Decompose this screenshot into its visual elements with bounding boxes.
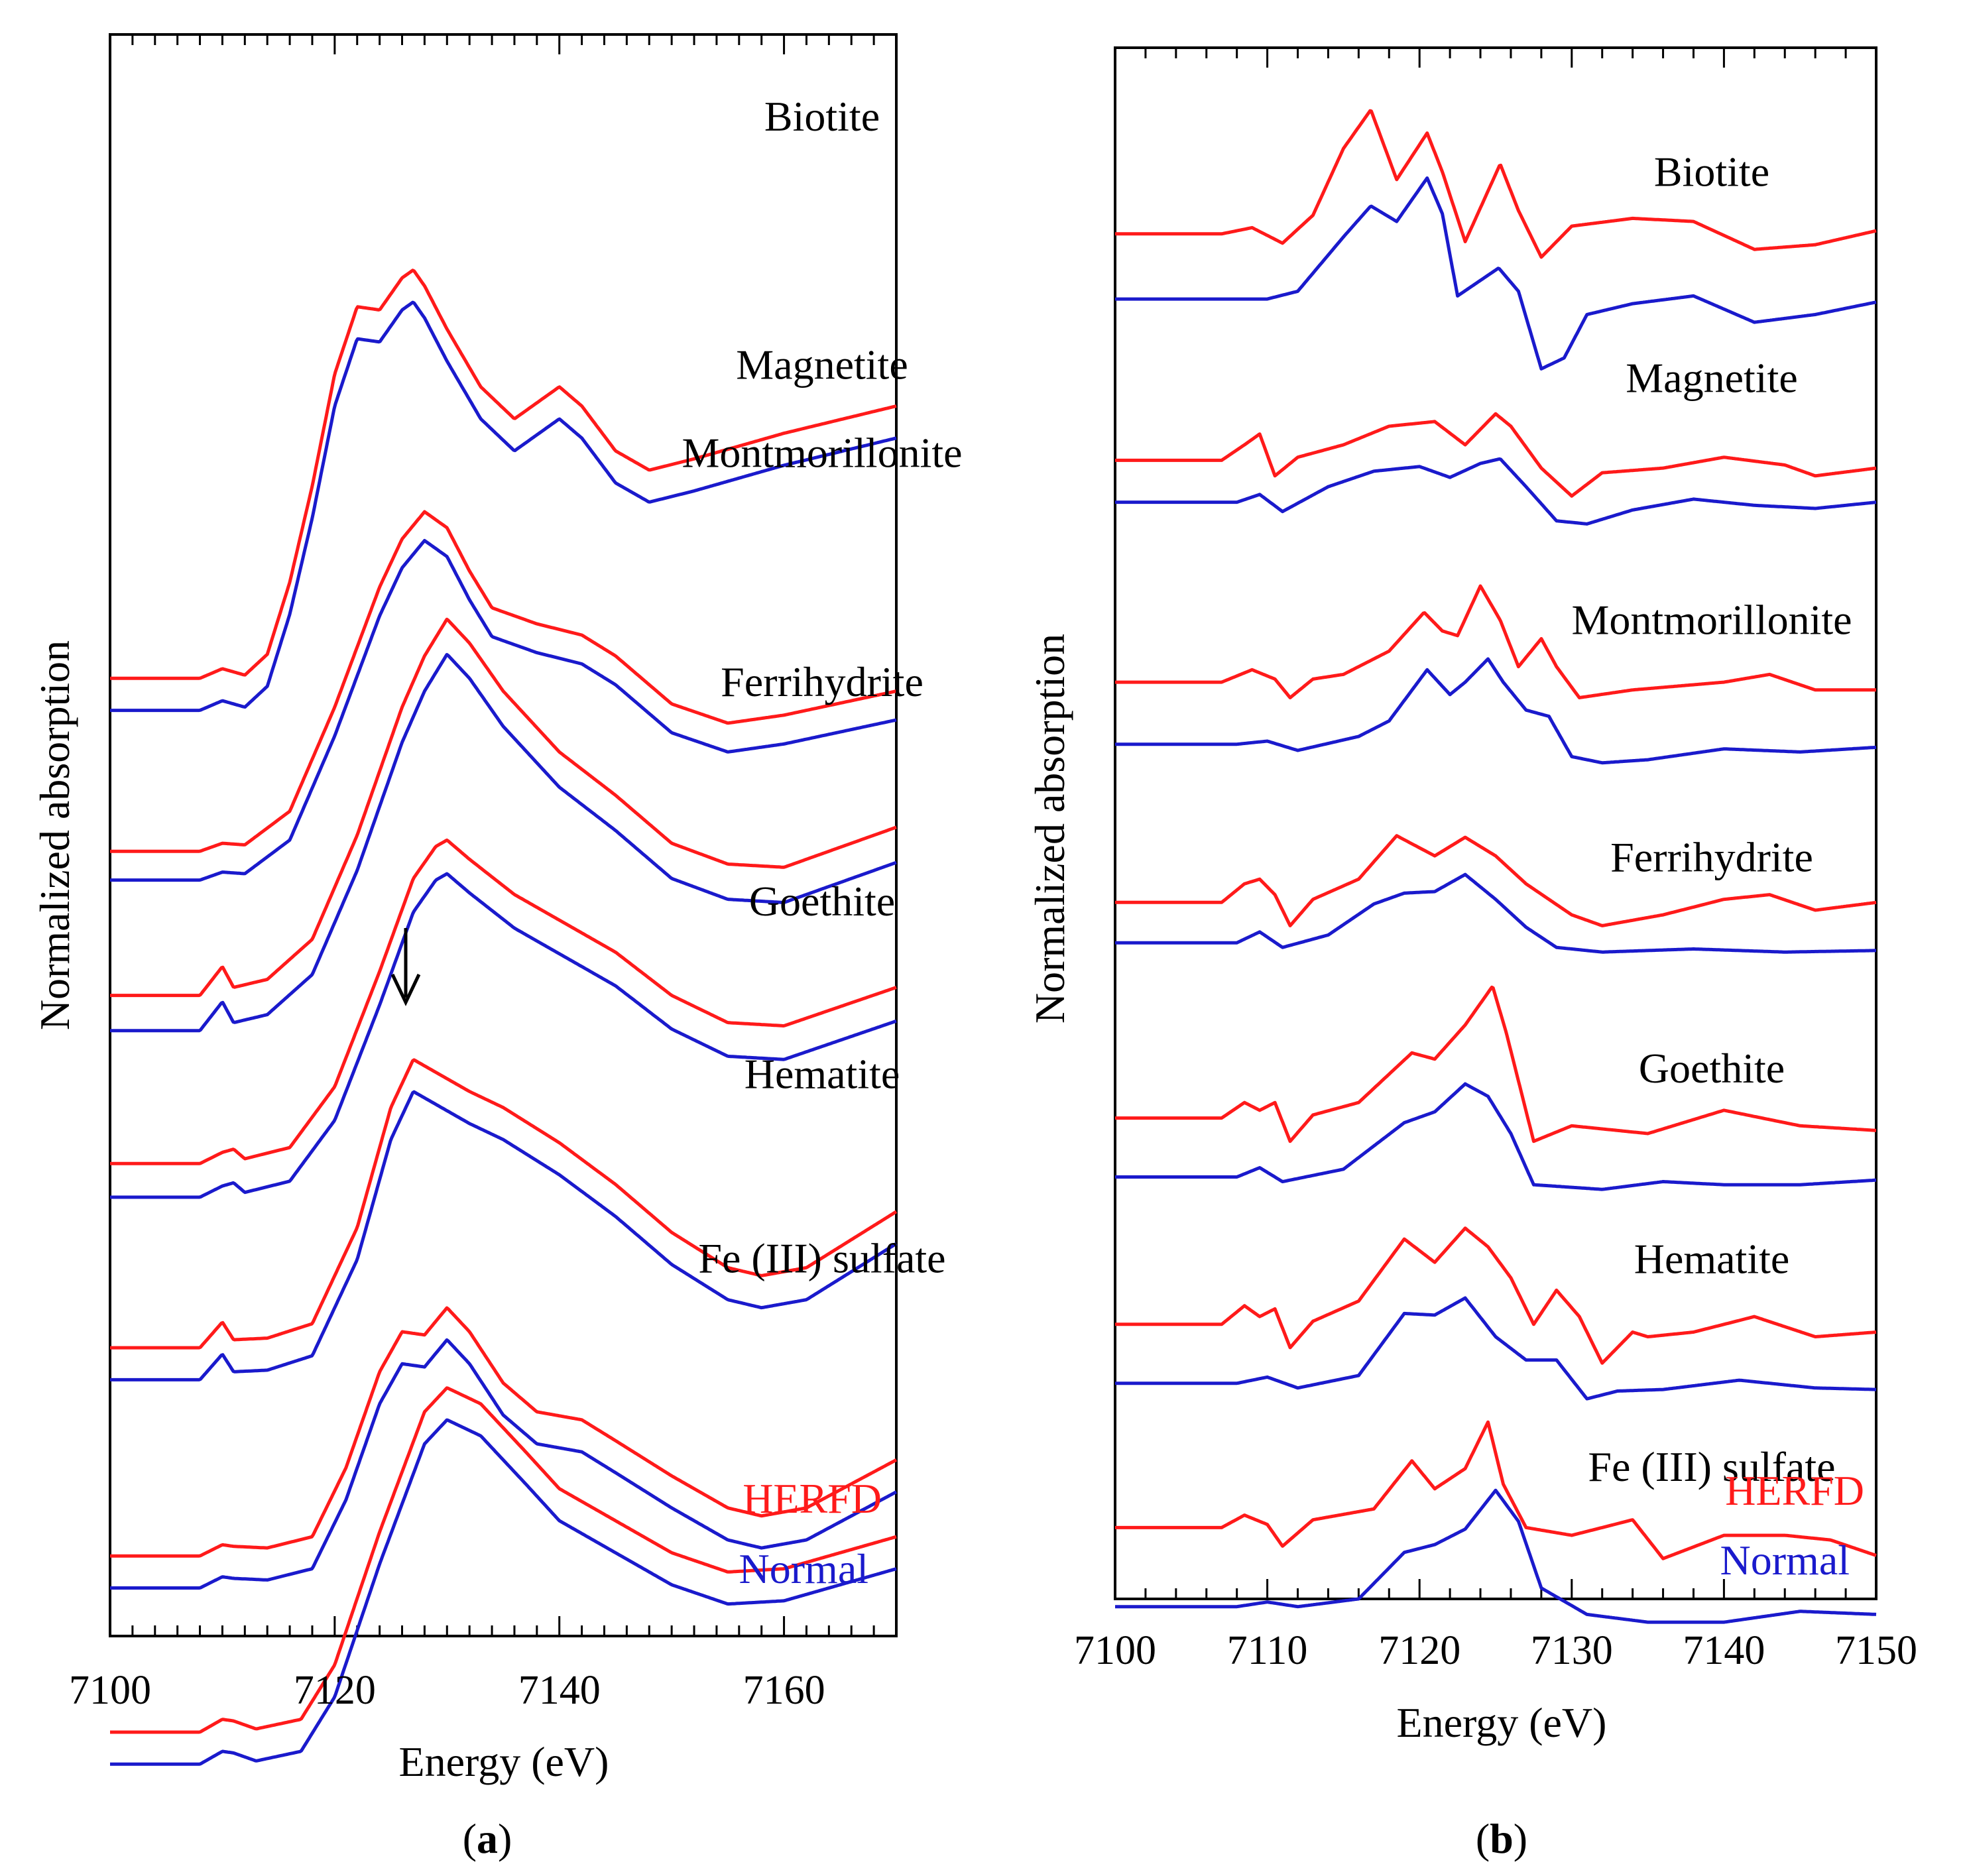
sample-label-montmorillonite: Montmorillonite xyxy=(1571,597,1852,644)
series-fe-iii-sulfate-herfd xyxy=(1114,1420,1877,1560)
panel-a-legend-herfd: HERFD xyxy=(743,1475,882,1522)
panel-b-legend-herfd: HERFD xyxy=(1725,1467,1864,1514)
series-fe-iii-sulfate-normal xyxy=(1114,1488,1877,1624)
panel-a: 7100 7120 7140 7160 Biotite Magnetite Montmor… xyxy=(31,33,963,1862)
series-ferrihydrite-herfd xyxy=(109,838,897,1165)
series-goethite-herfd xyxy=(109,1058,898,1350)
sample-label-magnetite: Magnetite xyxy=(736,341,908,388)
series-biotite-normal xyxy=(1114,176,1877,371)
series-magnetite-herfd xyxy=(1114,412,1877,498)
sample-label-biotite: Biotite xyxy=(1654,148,1769,195)
sample-label-fe-iii-sulfate: Fe (III) sulfate xyxy=(1588,1443,1835,1490)
x-tick-label: 7150 xyxy=(1835,1628,1917,1673)
series-hematite-herfd xyxy=(1114,1226,1877,1365)
x-tick-label: 7120 xyxy=(1378,1628,1460,1673)
panel-a-letter: a xyxy=(477,1815,498,1862)
series-magnetite-herfd xyxy=(109,510,897,853)
panel-a-xlabel: Energy (eV) xyxy=(399,1738,609,1785)
panel-b-legend-normal: Normal xyxy=(1720,1537,1850,1584)
panel-b-sample-labels: Biotite Magnetite Montmorillonite Ferrihydr… xyxy=(1571,148,1852,1490)
series-montmorillonite-normal xyxy=(109,653,897,1033)
sample-label-biotite: Biotite xyxy=(764,93,880,140)
sample-label-goethite: Goethite xyxy=(1639,1045,1785,1092)
series-goethite-normal xyxy=(1114,1082,1877,1191)
sample-label-hematite: Hematite xyxy=(744,1051,900,1098)
panel-b-tick-labels: 7100 7110 7120 7130 7140 7150 xyxy=(1074,1628,1917,1673)
x-tick-label: 7120 xyxy=(294,1668,376,1713)
panel-a-ticks xyxy=(109,34,898,1636)
x-tick-label: 7100 xyxy=(1074,1628,1156,1673)
sample-label-magnetite: Magnetite xyxy=(1626,354,1797,401)
series-ferrihydrite-herfd xyxy=(1114,834,1877,927)
series-fe-iii-sulfate-herfd xyxy=(109,1386,897,1734)
series-magnetite-normal xyxy=(1114,457,1877,526)
series-montmorillonite-herfd xyxy=(1114,584,1877,699)
series-ferrihydrite-normal xyxy=(1114,872,1877,954)
panel-a-tick-labels: 7100 7120 7140 7160 xyxy=(69,1668,825,1713)
x-tick-label: 7130 xyxy=(1531,1628,1613,1673)
sample-label-goethite: Goethite xyxy=(749,878,895,925)
panel-b-ylabel: Normalized absorption xyxy=(1026,634,1073,1024)
series-montmorillonite-normal xyxy=(1114,657,1877,765)
panel-b-ticks xyxy=(1114,48,1877,1599)
x-tick-label: 7100 xyxy=(69,1668,151,1713)
panel-a-sample-labels: Biotite Magnetite Montmorillonite Ferrihydr… xyxy=(682,93,962,1282)
panel-b-letter: b xyxy=(1490,1815,1514,1862)
series-fe-iii-sulfate-normal xyxy=(109,1418,897,1766)
series-biotite-herfd xyxy=(1114,109,1877,259)
x-tick-label: 7110 xyxy=(1227,1628,1308,1673)
panel-b-caption: (b) xyxy=(1476,1815,1527,1862)
sample-label-fe-iii-sulfate: Fe (III) sulfate xyxy=(698,1235,945,1282)
panel-b-xlabel: Energy (eV) xyxy=(1397,1699,1607,1746)
series-biotite-normal xyxy=(109,300,897,713)
series-magnetite-normal xyxy=(109,539,897,882)
series-biotite-herfd xyxy=(109,268,897,680)
panel-b-frame xyxy=(1114,46,1877,1600)
panel-b-curves xyxy=(1114,109,1877,1624)
sample-label-hematite: Hematite xyxy=(1634,1236,1790,1283)
series-hematite-herfd xyxy=(109,1306,898,1558)
series-hematite-normal xyxy=(109,1338,898,1590)
x-tick-label: 7160 xyxy=(743,1668,825,1713)
panel-a-caption: (a) xyxy=(463,1815,512,1862)
series-hematite-normal xyxy=(1114,1296,1877,1401)
sample-label-ferrihydrite: Ferrihydrite xyxy=(721,658,923,705)
panel-a-ylabel: Normalized absorption xyxy=(31,640,78,1030)
panel-a-legend-normal: Normal xyxy=(739,1545,869,1592)
series-goethite-herfd xyxy=(1114,985,1877,1143)
series-montmorillonite-herfd xyxy=(109,617,897,998)
x-tick-label: 7140 xyxy=(518,1668,601,1713)
panel-a-curves xyxy=(109,268,898,1766)
series-goethite-normal xyxy=(109,1090,898,1381)
x-tick-label: 7140 xyxy=(1683,1628,1765,1673)
sample-label-montmorillonite: Montmorillonite xyxy=(682,429,962,476)
panel-a-arrow xyxy=(390,928,421,1006)
series-ferrihydrite-normal xyxy=(109,872,897,1199)
panel-b: 7100 7110 7120 7130 7140 7150 Biotite Magnetit… xyxy=(1026,46,1917,1862)
panel-a-frame xyxy=(109,33,898,1637)
sample-label-ferrihydrite: Ferrihydrite xyxy=(1610,834,1813,881)
